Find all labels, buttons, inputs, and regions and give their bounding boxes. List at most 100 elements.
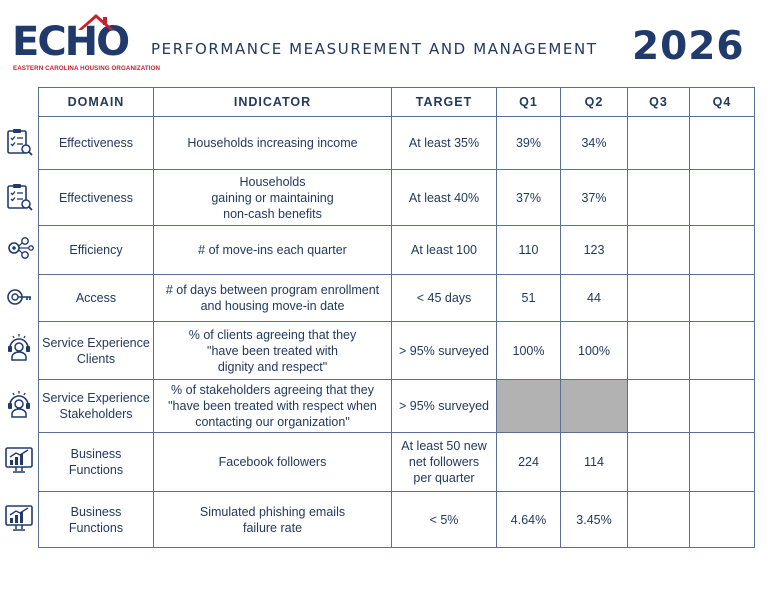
cell-line: # of move-ins each quarter (198, 243, 347, 257)
cell-line: "have been treated with (207, 343, 338, 358)
q4-cell (689, 116, 755, 170)
logo-subtitle: EASTERN CAROLINA HOUSING ORGANIZATION (13, 65, 161, 72)
target-cell: > 95% surveyed (391, 321, 497, 380)
table-row: Access # of days between program enrollme… (38, 274, 755, 322)
indicator-cell: Facebook followers (153, 432, 392, 492)
domain-cell: Access (38, 274, 154, 322)
growth-chart-icon (4, 445, 34, 475)
target-cell: At least 100 (391, 225, 497, 275)
table-row: Business Functions Facebook followers At l… (38, 432, 755, 492)
q1-cell (496, 379, 561, 433)
domain-cell: Efficiency (38, 225, 154, 275)
header: ECHO EASTERN CAROLINA HOUSING ORGANIZATI… (0, 0, 768, 84)
q2-cell: 100% (560, 321, 628, 380)
q1-cell: 110 (496, 225, 561, 275)
page-title: PERFORMANCE MEASUREMENT AND MANAGEMENT (151, 40, 598, 58)
indicator-cell: % of stakeholders agreeing that they "hav… (153, 379, 392, 433)
indicator-cell: % of clients agreeing that they "have bee… (153, 321, 392, 380)
column-header-q1: Q1 (496, 87, 561, 117)
q4-cell (689, 274, 755, 322)
column-header-q3: Q3 (627, 87, 690, 117)
target-cell: > 95% surveyed (391, 379, 497, 433)
q4-cell (689, 491, 755, 548)
table-row: Business Functions Simulated phishing ema… (38, 491, 755, 548)
q4-cell (689, 432, 755, 492)
cell-line: Simulated phishing emails (199, 504, 346, 519)
cell-line: failure rate (242, 520, 303, 535)
q3-cell (627, 169, 690, 226)
q3-cell (627, 225, 690, 275)
cell-line: net followers (408, 455, 480, 469)
cell-line: and housing move-in date (200, 299, 345, 313)
cell-line: At least 35% (408, 136, 480, 150)
cell-line: per quarter (413, 471, 475, 485)
q2-cell: 37% (560, 169, 628, 226)
q1-cell: 39% (496, 116, 561, 170)
clipboard-checklist-icon (4, 127, 34, 157)
cell-line: > 95% surveyed (399, 399, 489, 413)
cell-line: gaining or maintaining (211, 190, 334, 205)
domain-cell: Business Functions (38, 491, 154, 548)
domain-cell: Effectiveness (38, 169, 154, 226)
column-header-target: TARGET (391, 87, 497, 117)
page-year: 2026 (632, 24, 745, 69)
indicator-cell: Households gaining or maintaining non-cash… (153, 169, 392, 226)
q1-cell: 4.64% (496, 491, 561, 548)
cell-line: "have been treated with respect when (168, 399, 377, 413)
q3-cell (627, 491, 690, 548)
domain-cell: Business Functions (38, 432, 154, 492)
q4-cell (689, 321, 755, 380)
table-header-row: DOMAIN INDICATOR TARGET Q1 Q2 Q3 Q4 (38, 87, 755, 117)
indicator-cell: # of days between program enrollment and … (153, 274, 392, 322)
cell-line: Households (239, 174, 306, 189)
performance-table: DOMAIN INDICATOR TARGET Q1 Q2 Q3 Q4 Effe… (38, 87, 755, 548)
column-header-q4: Q4 (689, 87, 755, 117)
q1-cell: 224 (496, 432, 561, 492)
cell-line: dignity and respect" (217, 359, 328, 374)
cell-line: > 95% surveyed (399, 343, 489, 358)
q4-cell (689, 169, 755, 226)
cell-line: # of days between program enrollment (165, 283, 380, 297)
house-roof-icon (78, 14, 114, 30)
q3-cell (627, 116, 690, 170)
target-cell: At least 50 new net followers per quarter (391, 432, 497, 492)
cell-line: contacting our organization" (195, 415, 350, 429)
target-cell: At least 40% (391, 169, 497, 226)
column-header-domain: DOMAIN (38, 87, 154, 117)
q2-cell: 34% (560, 116, 628, 170)
q4-cell (689, 379, 755, 433)
column-header-indicator: INDICATOR (153, 87, 392, 117)
customer-service-icon (4, 389, 34, 419)
domain-cell: Service Experience Clients (38, 321, 154, 380)
key-icon (4, 282, 34, 312)
q1-cell: 37% (496, 169, 561, 226)
q2-cell: 114 (560, 432, 628, 492)
q1-cell: 51 (496, 274, 561, 322)
cell-line: < 5% (429, 512, 459, 527)
q3-cell (627, 274, 690, 322)
q1-cell: 100% (496, 321, 561, 380)
customer-service-icon (4, 332, 34, 362)
table-row: Effectiveness Households gaining or mainta… (38, 169, 755, 226)
growth-chart-icon (4, 503, 34, 533)
table-row: Efficiency # of move-ins each quarter At l… (38, 225, 755, 275)
target-cell: At least 35% (391, 116, 497, 170)
table-row: Service Experience Clients% of clients a… (38, 321, 755, 380)
q3-cell (627, 379, 690, 433)
cell-line: % of stakeholders agreeing that they (171, 383, 374, 397)
indicator-cell: # of move-ins each quarter (153, 225, 392, 275)
cell-line: Households increasing income (187, 136, 358, 150)
column-header-q2: Q2 (560, 87, 628, 117)
table-row: Service Experience Stakeholders% of stak… (38, 379, 755, 433)
table-row: Effectiveness Households increasing incom… (38, 116, 755, 170)
cell-line: At least 40% (408, 190, 480, 205)
clipboard-checklist-icon (4, 182, 34, 212)
q3-cell (627, 321, 690, 380)
indicator-cell: Simulated phishing emails failure rate (153, 491, 392, 548)
cell-line: < 45 days (416, 291, 472, 305)
echo-logo: ECHO EASTERN CAROLINA HOUSING ORGANIZATI… (12, 14, 160, 78)
q2-cell: 3.45% (560, 491, 628, 548)
q2-cell: 44 (560, 274, 628, 322)
cell-line: non-cash benefits (223, 206, 322, 221)
q2-cell (560, 379, 628, 433)
